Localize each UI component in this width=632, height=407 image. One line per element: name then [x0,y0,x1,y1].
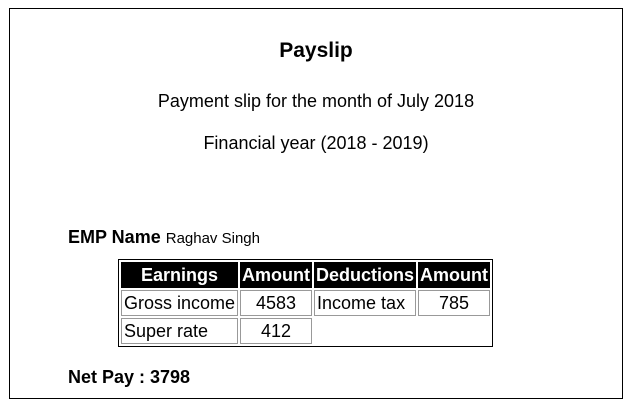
employee-name: Raghav Singh [165,230,260,247]
earning-amount: 4583 [240,290,313,316]
header-amount: Amount [418,262,491,288]
payslip-subtitle: Payment slip for the month of July 2018 [157,91,475,111]
header-amount: Amount [240,262,313,288]
payslip-container: Payslip Payment slip for the month of Ju… [9,8,623,399]
header-deductions: Deductions [314,262,417,288]
empty-cell [314,318,490,344]
earning-label: Gross income [121,290,239,316]
earning-label: Super rate [121,318,239,344]
employee-line: EMP Name Raghav Singh [68,227,260,248]
payslip-table: Earnings Amount Deductions Amount Gross … [118,259,494,347]
deduction-amount: 785 [418,290,491,316]
table-row: Gross income 4583 Income tax 785 [121,290,491,316]
table-row: Super rate 412 [121,318,490,344]
net-pay: Net Pay : 3798 [68,367,191,387]
header-earnings: Earnings [121,262,239,288]
employee-label: EMP Name [68,227,161,247]
deduction-label: Income tax [314,290,417,316]
financial-year: Financial year (2018 - 2019) [203,133,429,153]
payslip-title: Payslip [279,39,353,62]
table-header-row: Earnings Amount Deductions Amount [121,262,491,288]
earning-amount: 412 [240,318,313,344]
